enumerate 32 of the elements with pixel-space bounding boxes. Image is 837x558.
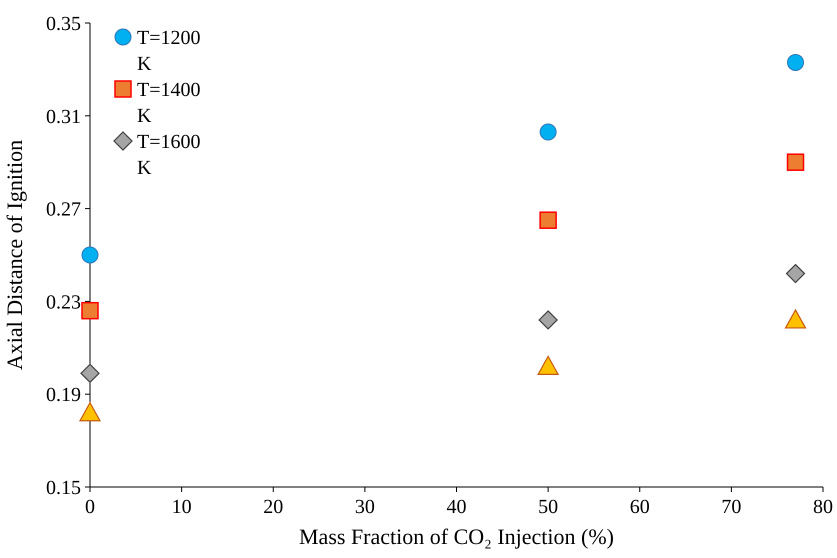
y-tick-label: 0.19	[46, 384, 81, 406]
y-tick-label: 0.23	[46, 291, 81, 314]
point	[538, 310, 558, 330]
point	[784, 309, 806, 329]
x-tick-label: 10	[172, 496, 192, 518]
y-tick-label: 0.31	[46, 106, 81, 128]
point	[539, 211, 557, 229]
x-tick-label: 60	[630, 496, 650, 518]
x-tick-label: 50	[538, 496, 558, 518]
x-tick-label: 0	[85, 496, 95, 518]
legend-label: T=1600 K	[137, 131, 200, 179]
point	[538, 356, 559, 375]
x-tick-label: 20	[263, 496, 284, 518]
point	[786, 153, 804, 171]
y-tick-label: 0.27	[46, 198, 81, 221]
legend-label: T=1200 K	[137, 27, 200, 75]
legend-label: T=1400 K	[137, 79, 200, 127]
x-tick-label: 70	[721, 496, 742, 518]
y-tick-label: 0.35	[46, 13, 81, 35]
point	[540, 124, 557, 141]
x-tick-label: 30	[354, 496, 375, 518]
point	[787, 54, 804, 71]
x-tick-label: 80	[813, 496, 833, 518]
x-tick-label: 40	[446, 496, 466, 518]
point	[80, 364, 100, 383]
point	[81, 302, 99, 320]
point	[79, 402, 101, 422]
y-tick-label: 0.15	[46, 477, 81, 499]
point	[82, 246, 98, 264]
x-axis-title: Mass Fraction of CO₂ Injection (%)	[299, 524, 614, 549]
point	[786, 264, 806, 284]
y-axis-title: Axial Distance of Ignition	[2, 140, 27, 370]
